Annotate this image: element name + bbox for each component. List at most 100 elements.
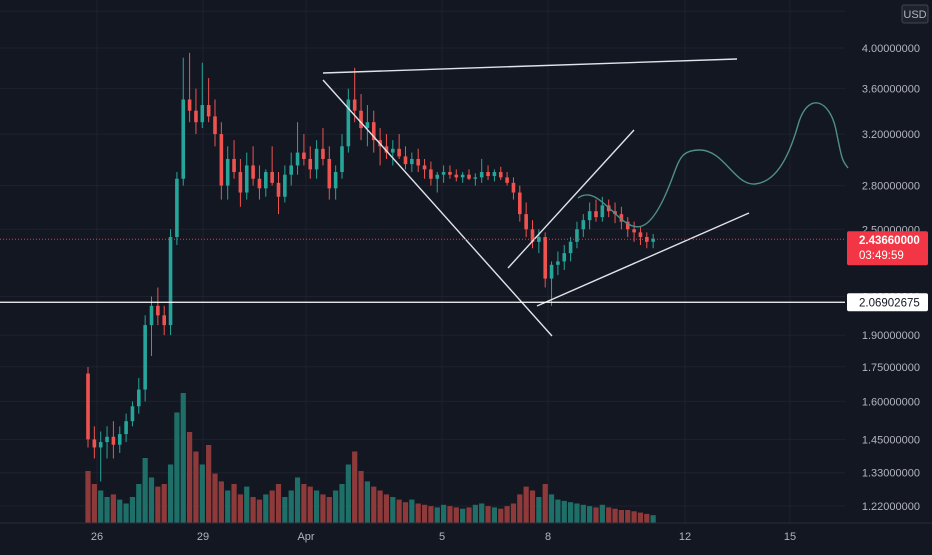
candle-body [181,99,186,179]
horizontal-lines[interactable] [0,238,845,303]
volume-bar [383,494,390,523]
candle-body [505,177,509,183]
candle-body [530,229,535,242]
candle-body [244,165,249,193]
candle-body [486,172,490,177]
volume-bar [536,497,542,523]
candle-body [467,174,471,179]
volume-bar [453,507,459,523]
candle-body [257,178,262,189]
candle-body [594,211,598,218]
candle-body [130,406,135,422]
price-axis-label: 1.90000000 [862,330,920,342]
volume-bar [282,497,288,523]
price-axis-label: 1.75000000 [862,362,920,374]
candle-body [549,264,554,279]
candle-body [238,172,243,193]
volume-bar [441,504,447,523]
volume-bar [269,490,275,523]
volume-bar [415,503,421,523]
volume-bar [231,484,237,523]
price-axis-label: 2.80000000 [862,181,920,193]
candle-body [587,211,592,221]
time-axis-label: 15 [784,531,796,543]
volume-bar [180,393,186,523]
volume-bar [174,412,180,523]
candle-body [543,237,547,279]
candle-body [308,158,313,170]
volume-bar [237,494,243,523]
volume-bar [123,503,129,523]
candle-body [117,434,122,445]
last-price-value: 2.43660000 [859,235,920,247]
candle-body [518,192,522,215]
price-axis-label: 3.60000000 [862,84,920,96]
candle-body [524,214,528,230]
candle-body [156,305,160,316]
candle-body [638,232,643,238]
volume-bar [644,513,650,523]
volume-bar [155,486,161,523]
candle-body [422,165,427,170]
volume-bar [447,506,453,523]
volume-bar [377,490,383,523]
candle-body [391,148,395,153]
price-axis-label: 4.00000000 [862,43,920,55]
candle-body [410,158,414,165]
candle-body [441,172,446,175]
volume-bar [167,464,174,523]
candle-body [448,172,452,175]
candle-body [435,174,440,179]
volume-bar [472,504,478,523]
volume-bar [161,484,167,523]
volume-bar [193,451,199,523]
volume-bar [606,507,612,523]
volume-bar [510,503,517,523]
trendline-drawings[interactable] [322,58,849,337]
volume-bar [301,484,307,523]
candle-body [283,174,287,197]
time-axis[interactable]: 26 29 Apr 5 8 12 15 [0,522,932,543]
candle-body [194,110,198,123]
volume-bar [206,445,212,523]
currency-label[interactable]: USD [901,4,929,24]
volume-bar [396,499,402,523]
candle-body [359,110,363,129]
volume-bar [466,507,472,523]
volume-bar [561,500,567,523]
volume-bar [625,510,631,523]
trendline[interactable] [507,129,635,269]
volume-bar [618,510,624,523]
candle-body [92,439,97,448]
trendline[interactable] [322,79,553,337]
volume-bar [250,497,256,523]
volume-bar [333,490,339,523]
volume-bar [345,464,351,523]
candle-body [124,421,128,435]
volume-bar [479,503,485,523]
volume-bar [326,497,332,523]
candle-body [276,182,281,197]
candle-body [562,253,567,262]
trendline[interactable] [536,212,750,307]
candle-body [352,99,357,111]
candle-body [295,152,300,166]
volume-bar [390,497,396,523]
currency-label-box [901,4,929,24]
candle-body [175,178,179,238]
projection-curve[interactable] [577,102,849,228]
candle-body [200,105,205,123]
volume-bar [136,484,142,523]
volume-bar [142,458,148,523]
candle-body [625,221,630,230]
price-axis-label: 1.60000000 [862,396,920,408]
candle-body [321,148,325,159]
volume-bar [371,486,377,523]
volume-bar [593,507,599,523]
volume-bar [542,484,548,523]
hline-price-tag [847,293,928,312]
trendline[interactable] [322,58,738,74]
candle-body [149,305,154,326]
